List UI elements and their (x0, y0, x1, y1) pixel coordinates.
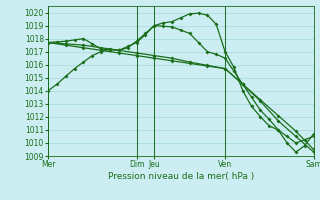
X-axis label: Pression niveau de la mer( hPa ): Pression niveau de la mer( hPa ) (108, 172, 254, 181)
